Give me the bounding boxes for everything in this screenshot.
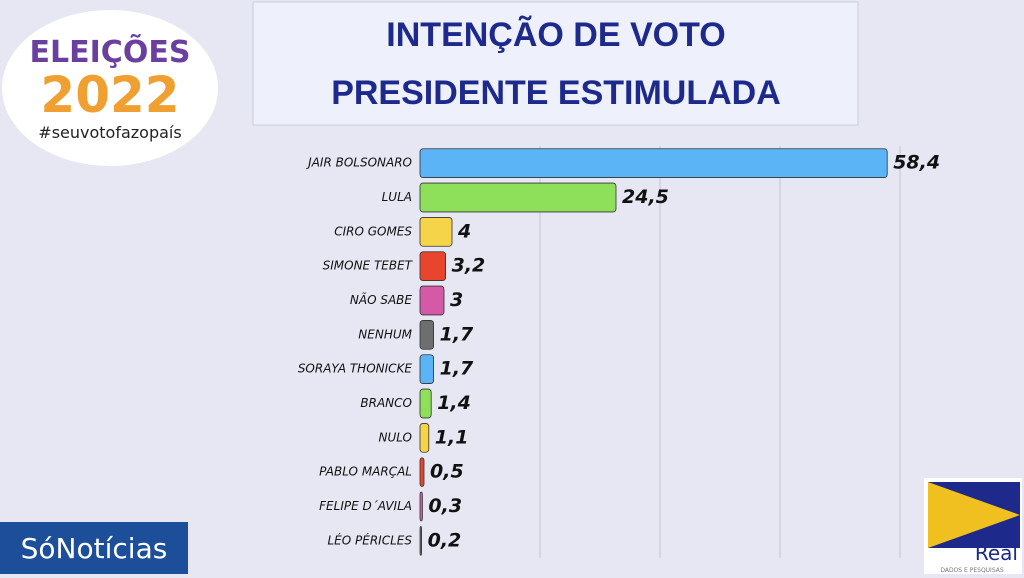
value-label: 1,7: [440, 358, 474, 380]
bar: [419, 251, 447, 281]
bar: [419, 354, 435, 384]
value-label: 4: [457, 220, 471, 242]
bar: [419, 320, 435, 350]
bar: [419, 388, 432, 419]
value-label: 3: [450, 289, 463, 311]
chart-title: INTENÇÃO DE VOTO: [386, 16, 725, 54]
category-label: NÃO SABE: [350, 292, 413, 307]
value-label: 0,2: [428, 529, 462, 551]
value-label: 0,3: [428, 495, 462, 517]
bar: [419, 285, 445, 316]
bar: [419, 217, 453, 247]
logo-text: #seuvotofazopaís: [38, 123, 181, 142]
value-label: 24,5: [622, 186, 669, 208]
value-label: 3,2: [452, 255, 486, 277]
category-label: LÉO PÉRICLES: [328, 532, 413, 547]
chart-title: PRESIDENTE ESTIMULADA: [331, 74, 781, 112]
category-label: NULO: [378, 430, 412, 444]
category-label: FELIPE D´AVILA: [319, 499, 412, 513]
pollster-tagline: DADOS E PESQUISAS: [940, 567, 1004, 574]
pollster-triangle: [928, 482, 1020, 548]
pollster-logo: Real DADOS E PESQUISAS: [924, 478, 1022, 574]
bar: [419, 148, 888, 178]
bar: [419, 423, 430, 453]
value-label: 1,7: [440, 323, 474, 345]
category-label: LULA: [382, 190, 412, 204]
category-label: CIRO GOMES: [334, 224, 412, 238]
value-label: 58,4: [893, 152, 940, 174]
bar: [419, 182, 617, 213]
bar: [419, 526, 423, 556]
bar: [419, 491, 423, 522]
category-label: SORAYA THONICKE: [298, 362, 413, 376]
value-label: 1,4: [437, 392, 471, 414]
value-label: 0,5: [430, 461, 464, 483]
category-label: NENHUM: [358, 327, 412, 341]
logo-bg: [2, 10, 218, 166]
logo-text: 2022: [40, 66, 179, 124]
news-logo-text: SóNotícias: [21, 532, 168, 565]
pollster-text: Real: [975, 541, 1018, 565]
category-label: SIMONE TEBET: [323, 259, 414, 273]
category-label: JAIR BOLSONARO: [306, 156, 412, 170]
value-label: 1,1: [435, 426, 469, 448]
logo-text: ELEIÇÕES: [30, 33, 191, 70]
category-label: BRANCO: [360, 396, 412, 410]
category-label: PABLO MARÇAL: [319, 465, 412, 479]
news-logo: [0, 522, 188, 574]
bar: [419, 457, 425, 487]
elections-logo: ELEIÇÕES 2022 #seuvotofazopaís: [2, 10, 218, 166]
title-box: [252, 1, 859, 126]
